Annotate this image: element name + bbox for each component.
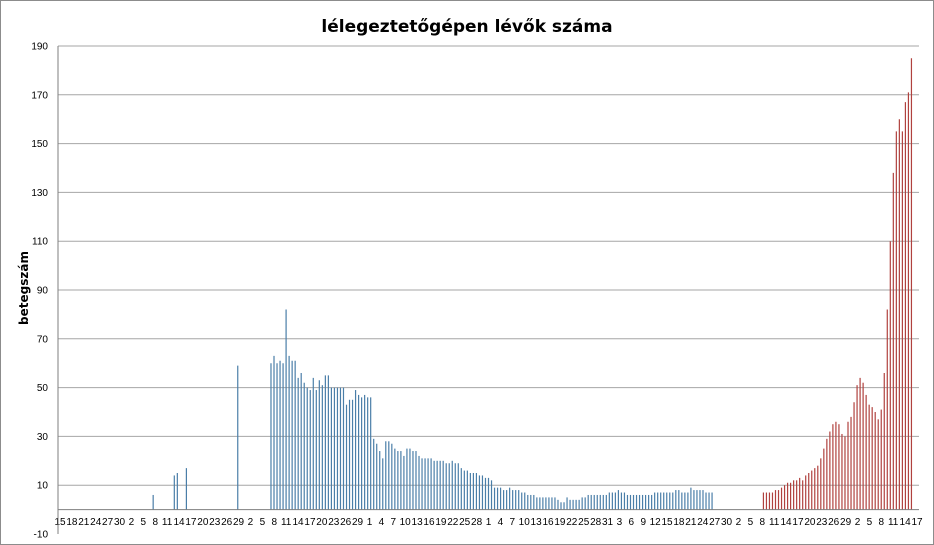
x-tick-label: 22 bbox=[566, 517, 578, 528]
x-tick-label: 8 bbox=[152, 517, 158, 528]
x-tick-label: 25 bbox=[578, 517, 590, 528]
gridlines bbox=[58, 45, 919, 486]
x-tick-label: 15 bbox=[54, 517, 66, 528]
x-tick-label: 21 bbox=[78, 517, 90, 528]
x-tick-label: 11 bbox=[162, 517, 173, 528]
x-tick-label: 16 bbox=[423, 517, 435, 528]
x-tick-label: 12 bbox=[650, 517, 662, 528]
x-tick-label: 13 bbox=[531, 517, 543, 528]
x-tick-label: 23 bbox=[209, 517, 221, 528]
x-tick-label: 20 bbox=[316, 517, 328, 528]
x-tick-label: 16 bbox=[542, 517, 554, 528]
y-tick-label: 130 bbox=[31, 188, 48, 199]
y-tick-label: 110 bbox=[32, 237, 48, 248]
x-tick-label: 5 bbox=[260, 517, 266, 528]
y-axis-label: betegszám bbox=[17, 251, 31, 325]
x-tick-label: 19 bbox=[435, 517, 447, 528]
x-tick-label: 5 bbox=[748, 517, 754, 528]
x-tick-label: 1 bbox=[486, 517, 492, 528]
x-tick-label: 10 bbox=[400, 517, 412, 528]
x-tick-label: 14 bbox=[173, 517, 185, 528]
x-tick-label: 13 bbox=[412, 517, 424, 528]
x-tick-label: 2 bbox=[129, 517, 135, 528]
y-tick-label: 170 bbox=[31, 90, 48, 101]
x-tick-label: 22 bbox=[447, 517, 459, 528]
x-tick-label: 28 bbox=[471, 517, 483, 528]
x-tick-label: 11 bbox=[281, 517, 292, 528]
x-tick-label: 3 bbox=[617, 517, 623, 528]
x-tick-label: 26 bbox=[221, 517, 233, 528]
x-tick-label: 5 bbox=[867, 517, 873, 528]
x-tick-label: 8 bbox=[271, 517, 277, 528]
x-tick-label: 11 bbox=[769, 517, 780, 528]
x-tick-label: 19 bbox=[554, 517, 566, 528]
x-tick-label: 14 bbox=[292, 517, 304, 528]
x-tick-label: 27 bbox=[709, 517, 721, 528]
x-tick-label: 14 bbox=[781, 517, 793, 528]
x-tick-label: 20 bbox=[197, 517, 209, 528]
x-tick-label: 27 bbox=[102, 517, 114, 528]
x-tick-label: 10 bbox=[519, 517, 531, 528]
x-tick-label: 17 bbox=[792, 517, 804, 528]
x-tick-label: 15 bbox=[661, 517, 673, 528]
x-tick-label: 23 bbox=[328, 517, 340, 528]
x-tick-label: 25 bbox=[459, 517, 471, 528]
x-tick-label: 7 bbox=[390, 517, 396, 528]
y-tick-label: 150 bbox=[31, 139, 48, 150]
x-tick-label: 29 bbox=[233, 517, 245, 528]
x-tick-label: 24 bbox=[697, 517, 709, 528]
x-tick-label: 20 bbox=[804, 517, 816, 528]
x-tick-label: 8 bbox=[879, 517, 885, 528]
x-tick-label: 26 bbox=[340, 517, 352, 528]
x-tick-label: 11 bbox=[888, 517, 899, 528]
x-tick-label: 1 bbox=[367, 517, 373, 528]
x-tick-label: 6 bbox=[629, 517, 635, 528]
x-tick-label: 30 bbox=[114, 517, 126, 528]
x-tick-label: 4 bbox=[498, 517, 504, 528]
y-tick-label: 70 bbox=[37, 334, 49, 345]
x-tick-label: 28 bbox=[590, 517, 602, 528]
bars bbox=[152, 58, 913, 510]
x-tick-label: 24 bbox=[90, 517, 102, 528]
y-tick-labels: -10 10 30 50 70 90 110 130 150 170 190 bbox=[31, 42, 48, 541]
x-tick-label: 8 bbox=[759, 517, 765, 528]
x-tick-label: 31 bbox=[602, 517, 614, 528]
x-tick-label: 4 bbox=[379, 517, 385, 528]
x-tick-label: 14 bbox=[900, 517, 912, 528]
x-tick-labels: 15 18 21 24 27 30 2 5 8 11 14 17 20 23 26 29 2 5 8 11 14 17 20… bbox=[54, 517, 923, 528]
axes bbox=[57, 46, 919, 534]
x-tick-label: 9 bbox=[640, 517, 646, 528]
x-tick-label: 30 bbox=[721, 517, 733, 528]
y-tick-label: 10 bbox=[37, 481, 49, 492]
x-tick-label: 5 bbox=[141, 517, 147, 528]
chart-title: lélegeztetőgépen lévők száma bbox=[321, 17, 612, 37]
y-tick-label: 50 bbox=[37, 383, 49, 394]
x-tick-label: 29 bbox=[840, 517, 852, 528]
x-tick-label: 7 bbox=[510, 517, 516, 528]
x-tick-label: 18 bbox=[66, 517, 78, 528]
x-tick-label: 17 bbox=[911, 517, 923, 528]
x-tick-label: 2 bbox=[248, 517, 254, 528]
y-tick-label: 90 bbox=[37, 286, 49, 297]
x-tick-label: 23 bbox=[816, 517, 828, 528]
x-tick-label: 18 bbox=[673, 517, 685, 528]
x-tick-label: 26 bbox=[828, 517, 840, 528]
x-tick-label: 21 bbox=[685, 517, 697, 528]
y-tick-label: 30 bbox=[37, 432, 49, 443]
y-tick-label: -10 bbox=[34, 530, 49, 541]
x-tick-label: 2 bbox=[736, 517, 742, 528]
x-tick-label: 17 bbox=[185, 517, 197, 528]
x-tick-label: 29 bbox=[352, 517, 364, 528]
x-tick-label: 2 bbox=[855, 517, 861, 528]
x-tick-label: 17 bbox=[304, 517, 316, 528]
y-tick-label: 190 bbox=[31, 42, 48, 53]
